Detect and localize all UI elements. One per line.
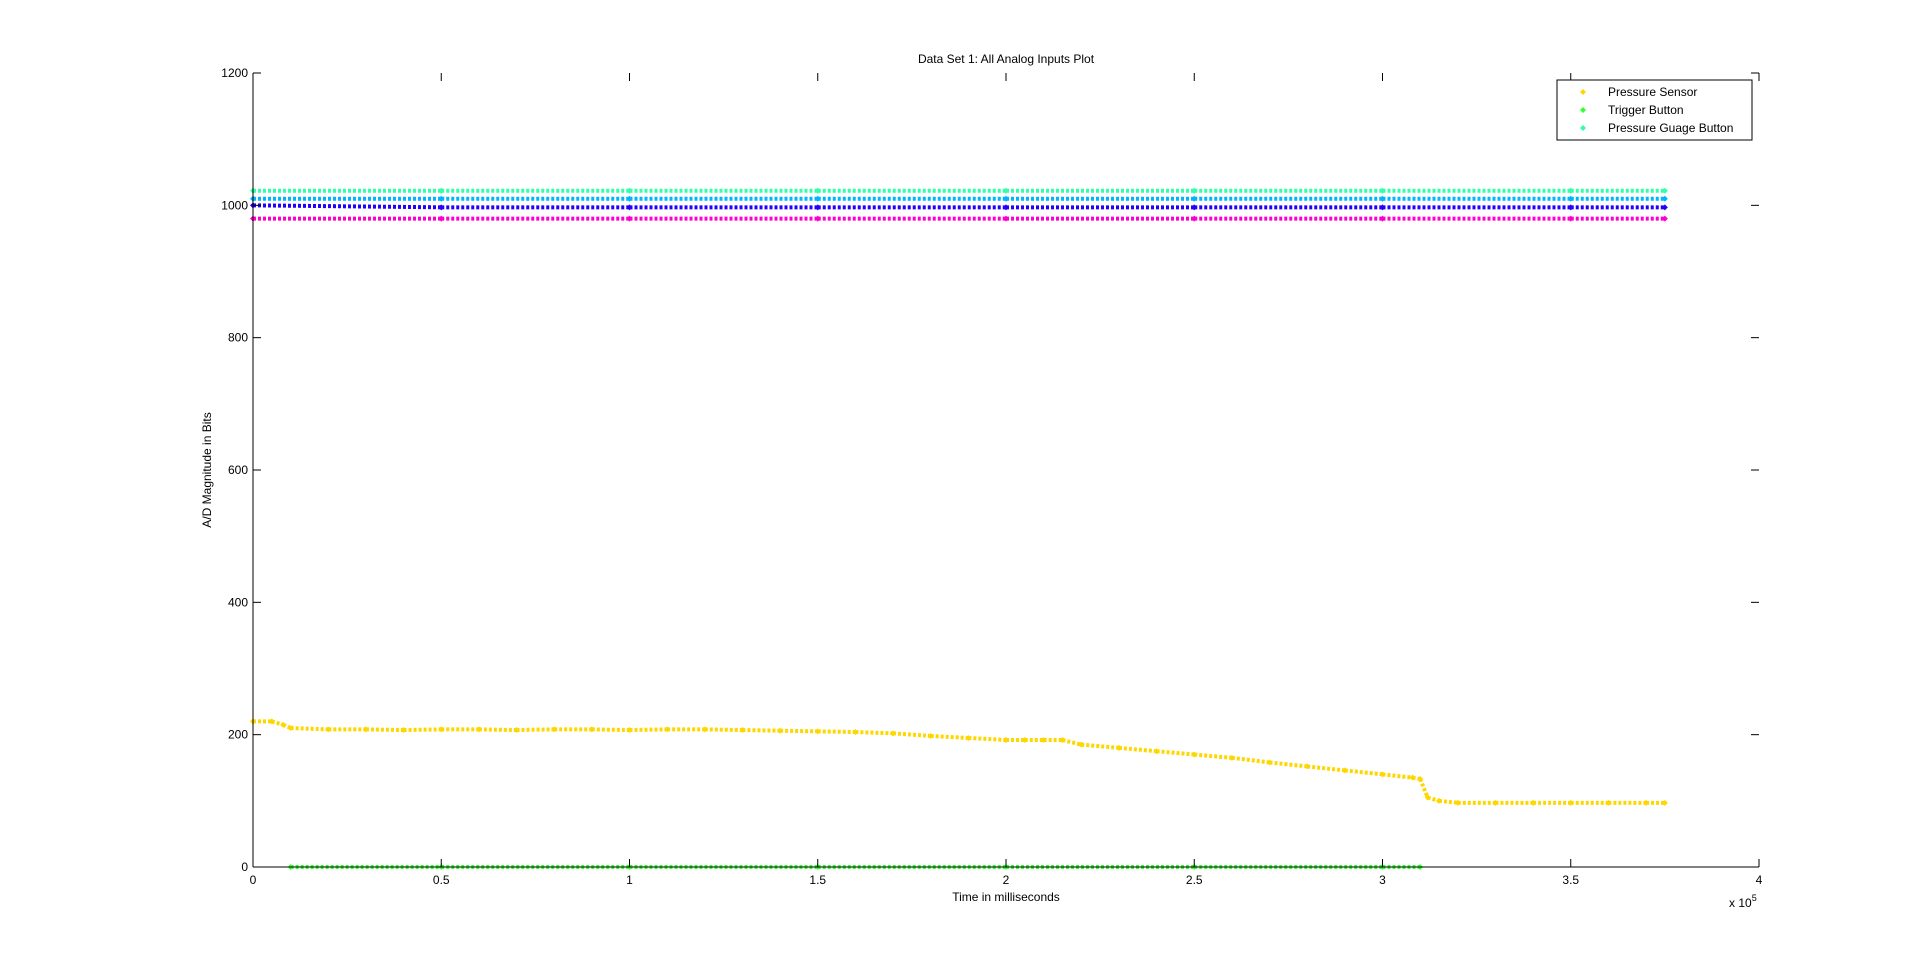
x-tick-label: 3 <box>1379 873 1386 887</box>
legend: Pressure Sensor Trigger Button Pressure … <box>1556 79 1753 141</box>
x-exponent-power: 5 <box>1752 893 1757 903</box>
x-tick-label: 1.5 <box>809 873 826 887</box>
series-trace <box>1194 752 1233 760</box>
series-trace <box>704 727 743 733</box>
x-exponent-label: x 105 <box>1729 893 1757 910</box>
series-trace <box>271 719 284 727</box>
y-tick-label: 1200 <box>221 66 248 80</box>
legend-label-trigger-button: Trigger Button <box>1608 103 1684 117</box>
legend-item-trigger-button: Trigger Button <box>1580 103 1684 117</box>
series-trace <box>1269 760 1308 769</box>
data-point <box>1661 187 1668 194</box>
series-trace <box>1061 738 1082 747</box>
series-trace <box>742 728 781 733</box>
series-trace <box>403 727 442 733</box>
series-trace <box>817 729 856 735</box>
series-trace <box>591 727 630 733</box>
series-trace <box>1438 798 1459 805</box>
series-trace <box>1231 755 1270 765</box>
x-exponent-base: x 10 <box>1729 896 1752 910</box>
x-tick-label: 4 <box>1756 873 1763 887</box>
series-3 <box>250 195 1668 202</box>
series-trace <box>855 730 894 736</box>
legend-marker-pressure-guage-button <box>1580 125 1586 131</box>
series-trace <box>1427 795 1440 803</box>
series-trace <box>516 727 555 733</box>
series-trace <box>629 727 668 733</box>
series-trace <box>780 728 818 734</box>
x-ticks: 0 0.5 1 1.5 2 2.5 3 3.5 4 <box>250 73 1763 887</box>
series-trace <box>892 731 931 738</box>
y-tick-label: 600 <box>228 463 248 477</box>
x-tick-label: 2 <box>1003 873 1010 887</box>
y-axis-label: A/D Magnitude in Bits <box>200 412 214 527</box>
data-point <box>1661 204 1668 211</box>
y-tick-label: 200 <box>228 728 248 742</box>
series-trace <box>1344 768 1383 777</box>
legend-label-pressure-guage-button: Pressure Guage Button <box>1608 121 1733 135</box>
series-trace <box>1118 745 1157 754</box>
series-trace <box>478 727 517 733</box>
data-point <box>1661 799 1668 806</box>
x-tick-label: 3.5 <box>1562 873 1579 887</box>
series-trace <box>930 733 969 740</box>
x-tick-label: 0 <box>250 873 257 887</box>
y-tick-label: 1000 <box>221 198 248 212</box>
y-ticks: 0 200 400 600 800 1000 1200 <box>221 66 1759 874</box>
series-trace <box>252 203 442 210</box>
y-tick-label: 800 <box>228 331 248 345</box>
x-axis-label: Time in milliseconds <box>952 890 1060 904</box>
series-trace <box>1081 742 1120 750</box>
x-tick-label: 0.5 <box>433 873 450 887</box>
legend-item-pressure-sensor: Pressure Sensor <box>1580 85 1697 99</box>
x-tick-label: 1 <box>626 873 633 887</box>
chart-title: Data Set 1: All Analog Inputs Plot <box>918 52 1095 66</box>
series-0 <box>250 718 1668 806</box>
series-trace <box>1156 749 1195 757</box>
data-point <box>1661 195 1668 202</box>
legend-label-pressure-sensor: Pressure Sensor <box>1608 85 1697 99</box>
series-trace <box>1306 764 1346 773</box>
series-trace <box>290 726 329 732</box>
series-4 <box>250 202 1668 211</box>
y-tick-label: 0 <box>241 860 248 874</box>
series-2 <box>250 187 1668 194</box>
legend-box <box>1556 79 1753 141</box>
y-tick-label: 400 <box>228 595 248 609</box>
series-5 <box>250 215 1668 222</box>
x-tick-label: 2.5 <box>1186 873 1203 887</box>
legend-item-pressure-guage-button: Pressure Guage Button <box>1580 121 1733 135</box>
series-trace <box>365 727 404 733</box>
series-trace <box>968 735 1007 742</box>
data-point <box>1661 215 1668 222</box>
series-trace <box>1382 772 1413 780</box>
series-trace <box>1418 778 1430 799</box>
legend-marker-trigger-button <box>1580 107 1586 113</box>
legend-marker-pressure-sensor <box>1580 89 1586 95</box>
